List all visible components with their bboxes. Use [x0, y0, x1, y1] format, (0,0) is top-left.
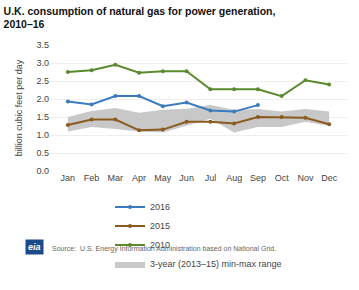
svg-text:Apr: Apr: [132, 173, 146, 183]
svg-text:Aug: Aug: [226, 173, 242, 183]
svg-text:billion cubic feet per day: billion cubic feet per day: [14, 59, 24, 156]
svg-text:2015: 2015: [150, 221, 170, 231]
svg-text:2.5: 2.5: [36, 76, 49, 86]
svg-text:Oct: Oct: [275, 173, 290, 183]
svg-text:3.5: 3.5: [36, 40, 49, 50]
svg-text:Nov: Nov: [297, 173, 314, 183]
svg-text:3-year (2013–15) min-max range: 3-year (2013–15) min-max range: [150, 259, 282, 269]
svg-text:U.K. consumption of natural ga: U.K. consumption of natural gas for powe…: [4, 5, 276, 31]
svg-text:1.0: 1.0: [36, 130, 49, 140]
svg-text:0.0: 0.0: [36, 166, 49, 176]
svg-text:eia: eia: [28, 242, 41, 252]
svg-text:Feb: Feb: [84, 173, 100, 183]
svg-text:2.0: 2.0: [36, 94, 49, 104]
svg-text:May: May: [154, 173, 172, 183]
svg-text:1.5: 1.5: [36, 112, 49, 122]
svg-text:Sep: Sep: [250, 173, 266, 183]
svg-text:Source: U.S. Energy Informati: Source: U.S. Energy Information Administ…: [52, 245, 276, 253]
svg-text:Jul: Jul: [205, 173, 217, 183]
svg-text:Mar: Mar: [108, 173, 124, 183]
svg-text:2010: 2010: [150, 240, 170, 250]
svg-text:Dec: Dec: [321, 173, 338, 183]
svg-text:3.0: 3.0: [36, 58, 49, 68]
svg-text:Jun: Jun: [179, 173, 194, 183]
svg-text:2016: 2016: [150, 202, 170, 212]
svg-text:0.5: 0.5: [36, 148, 49, 158]
svg-text:Jan: Jan: [61, 173, 76, 183]
